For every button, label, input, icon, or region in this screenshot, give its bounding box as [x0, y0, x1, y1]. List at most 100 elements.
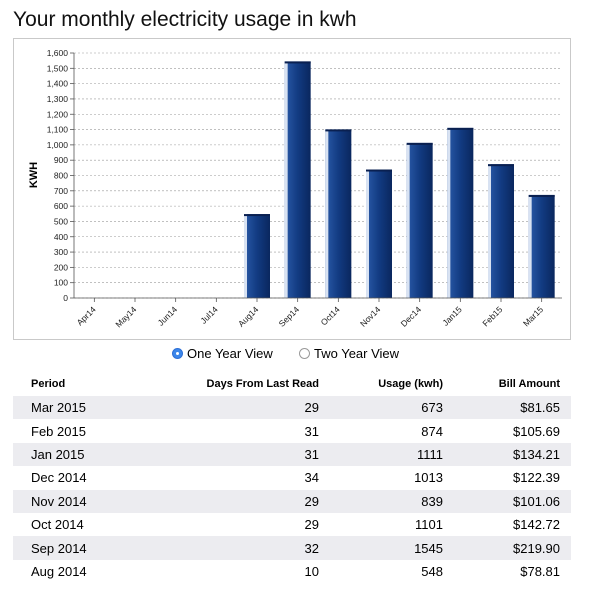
y-tick-label: 800 [54, 171, 68, 181]
bar-highlight [488, 164, 491, 298]
bar-sep14[interactable] [284, 61, 311, 298]
usage-cell: 548 [421, 563, 443, 579]
radio-selected-icon[interactable] [172, 348, 183, 359]
y-axis-label: KWH [28, 162, 40, 188]
two-year-view-label: Two Year View [314, 346, 400, 361]
bar-body[interactable] [406, 142, 433, 298]
header-period: Period [31, 378, 66, 390]
bar-cap [325, 129, 352, 132]
usage-cell: 839 [421, 493, 443, 509]
x-tick-label: Jul14 [198, 304, 220, 326]
period-cell: Feb 2015 [31, 423, 86, 439]
table-row: Sep 2014 32 1545 $219.90 [13, 536, 571, 560]
bar-oct14[interactable] [325, 129, 352, 298]
table-row: Feb 2015 31 874 $105.69 [13, 419, 571, 443]
bar-cap [406, 142, 433, 145]
bar-body[interactable] [244, 214, 270, 298]
view-toggle: One Year View Two Year View [0, 344, 590, 364]
radio-unselected-icon[interactable] [299, 348, 310, 359]
bar-cap [528, 194, 555, 197]
bar-highlight [447, 127, 451, 298]
x-tick-label: Mar15 [521, 304, 545, 328]
bar-nov14[interactable] [366, 169, 392, 298]
table-row: Nov 2014 29 839 $101.06 [13, 489, 571, 513]
period-cell: Sep 2014 [31, 540, 87, 556]
y-tick-label: 0 [63, 293, 68, 303]
period-cell: Aug 2014 [31, 563, 87, 579]
bar-highlight [325, 129, 329, 298]
usage-cell: 1101 [415, 517, 443, 533]
x-tick-label: Jan15 [440, 304, 464, 328]
y-tick-label: 200 [54, 262, 68, 272]
days-cell: 31 [304, 423, 319, 439]
y-tick-label: 1,000 [47, 140, 69, 150]
usage-table: Period Days From Last Read Usage (kwh) B… [13, 372, 571, 584]
bill-cell: $105.69 [513, 423, 560, 439]
bar-highlight [406, 142, 410, 298]
period-cell: Nov 2014 [31, 493, 87, 509]
y-tick-label: 700 [54, 186, 68, 196]
one-year-view-radio[interactable]: One Year View [172, 346, 273, 361]
usage-cell: 1111 [416, 446, 443, 462]
y-tick-label: 1,100 [47, 125, 69, 135]
bar-highlight [244, 214, 247, 298]
bar-cap [488, 164, 514, 167]
period-cell: Dec 2014 [31, 470, 87, 486]
bar-aug14[interactable] [244, 214, 270, 298]
x-tick-label: Nov14 [358, 304, 383, 329]
usage-cell: 1013 [414, 470, 443, 486]
bar-body[interactable] [488, 164, 514, 298]
bar-mar15[interactable] [528, 194, 555, 298]
days-cell: 32 [304, 540, 319, 556]
bar-cap [447, 127, 474, 130]
one-year-view-label: One Year View [187, 346, 273, 361]
bar-feb15[interactable] [488, 164, 514, 298]
bill-cell: $81.65 [520, 400, 560, 416]
usage-cell: 874 [421, 423, 443, 439]
bar-body[interactable] [528, 194, 555, 298]
days-cell: 29 [304, 493, 319, 509]
y-tick-label: 1,200 [47, 109, 69, 119]
bill-cell: $219.90 [513, 540, 560, 556]
bar-body[interactable] [447, 127, 474, 298]
bar-body[interactable] [325, 129, 352, 298]
page-title: Your monthly electricity usage in kwh [13, 8, 357, 31]
bill-cell: $78.81 [520, 563, 560, 579]
period-cell: Mar 2015 [31, 400, 86, 416]
y-tick-label: 1,500 [47, 63, 69, 73]
y-tick-label: 1,400 [47, 79, 69, 89]
bar-jan15[interactable] [447, 127, 474, 298]
bar-body[interactable] [366, 169, 392, 298]
usage-cell: 1545 [414, 540, 443, 556]
period-cell: Jan 2015 [31, 446, 85, 462]
bar-body[interactable] [284, 61, 311, 298]
period-cell: Oct 2014 [31, 517, 84, 533]
days-cell: 10 [304, 563, 319, 579]
y-tick-label: 1,300 [47, 94, 69, 104]
x-tick-label: Aug14 [236, 304, 261, 329]
two-year-view-radio[interactable]: Two Year View [299, 346, 399, 361]
table-row: Dec 2014 34 1013 $122.39 [13, 466, 571, 490]
x-tick-label: Jun14 [156, 304, 180, 328]
x-tick-label: Oct14 [319, 304, 342, 327]
usage-chart-panel: 0 100 200 300 400 500 600 700 800 900 1,000 1,100 1,… [13, 38, 571, 340]
usage-cell: 673 [421, 400, 443, 416]
days-cell: 31 [304, 446, 319, 462]
bar-dec14[interactable] [406, 142, 433, 298]
table-row: Aug 2014 10 548 $78.81 [13, 559, 571, 584]
table-row: Mar 2015 29 673 $81.65 [13, 396, 571, 420]
bar-highlight [528, 194, 532, 298]
bar-cap [366, 169, 392, 172]
y-tick-label: 300 [54, 247, 68, 257]
y-tick-label: 500 [54, 216, 68, 226]
usage-bar-chart: 0 100 200 300 400 500 600 700 800 900 1,000 1,100 1,… [28, 48, 562, 329]
days-cell: 29 [304, 517, 319, 533]
header-days: Days From Last Read [206, 378, 319, 390]
x-tick-label: Sep14 [277, 304, 302, 329]
y-tick-label: 600 [54, 201, 68, 211]
bar-highlight [366, 169, 369, 298]
x-tick-label: Feb15 [480, 304, 504, 328]
x-tick-label: Apr14 [75, 304, 98, 327]
bill-cell: $122.39 [513, 470, 560, 486]
y-tick-label: 1,600 [47, 48, 69, 58]
